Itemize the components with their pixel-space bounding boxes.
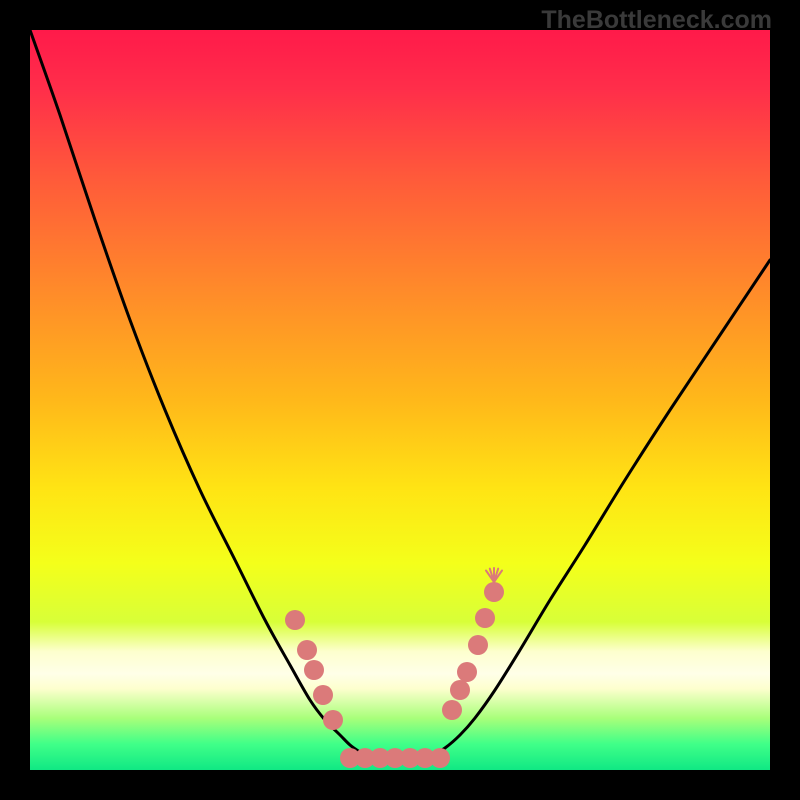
- right-marker: [484, 582, 504, 602]
- marker-trough-band: [340, 748, 450, 768]
- bottleneck-chart: [0, 0, 800, 800]
- left-marker: [304, 660, 324, 680]
- chart-stage: TheBottleneck.com: [0, 0, 800, 800]
- left-marker: [313, 685, 333, 705]
- watermark-text: TheBottleneck.com: [541, 6, 772, 35]
- left-marker: [323, 710, 343, 730]
- right-marker: [475, 608, 495, 628]
- right-marker: [457, 662, 477, 682]
- left-marker: [297, 640, 317, 660]
- plot-background: [30, 30, 770, 770]
- left-marker: [285, 610, 305, 630]
- right-marker: [468, 635, 488, 655]
- trough-marker: [430, 748, 450, 768]
- right-marker: [442, 700, 462, 720]
- right-marker: [450, 680, 470, 700]
